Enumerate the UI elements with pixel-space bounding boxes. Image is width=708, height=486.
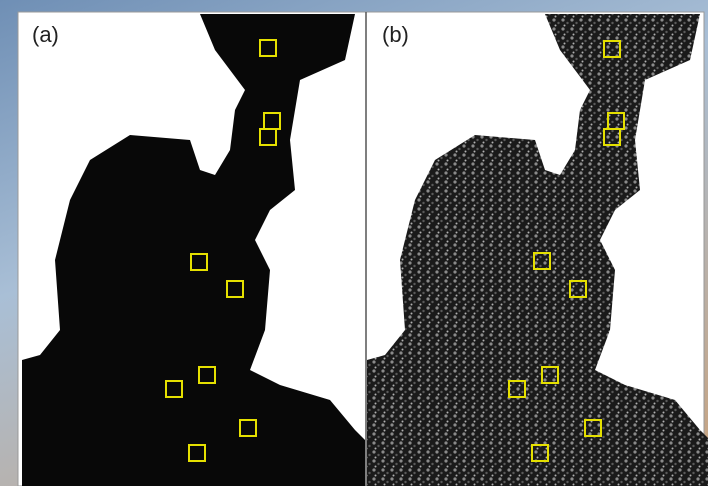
panel-label: (a) [32,22,59,47]
panel-label: (b) [382,22,409,47]
page: (a) (b) (() => { const data = JSON.parse… [0,0,708,486]
figure: (a) (b) [0,0,708,486]
